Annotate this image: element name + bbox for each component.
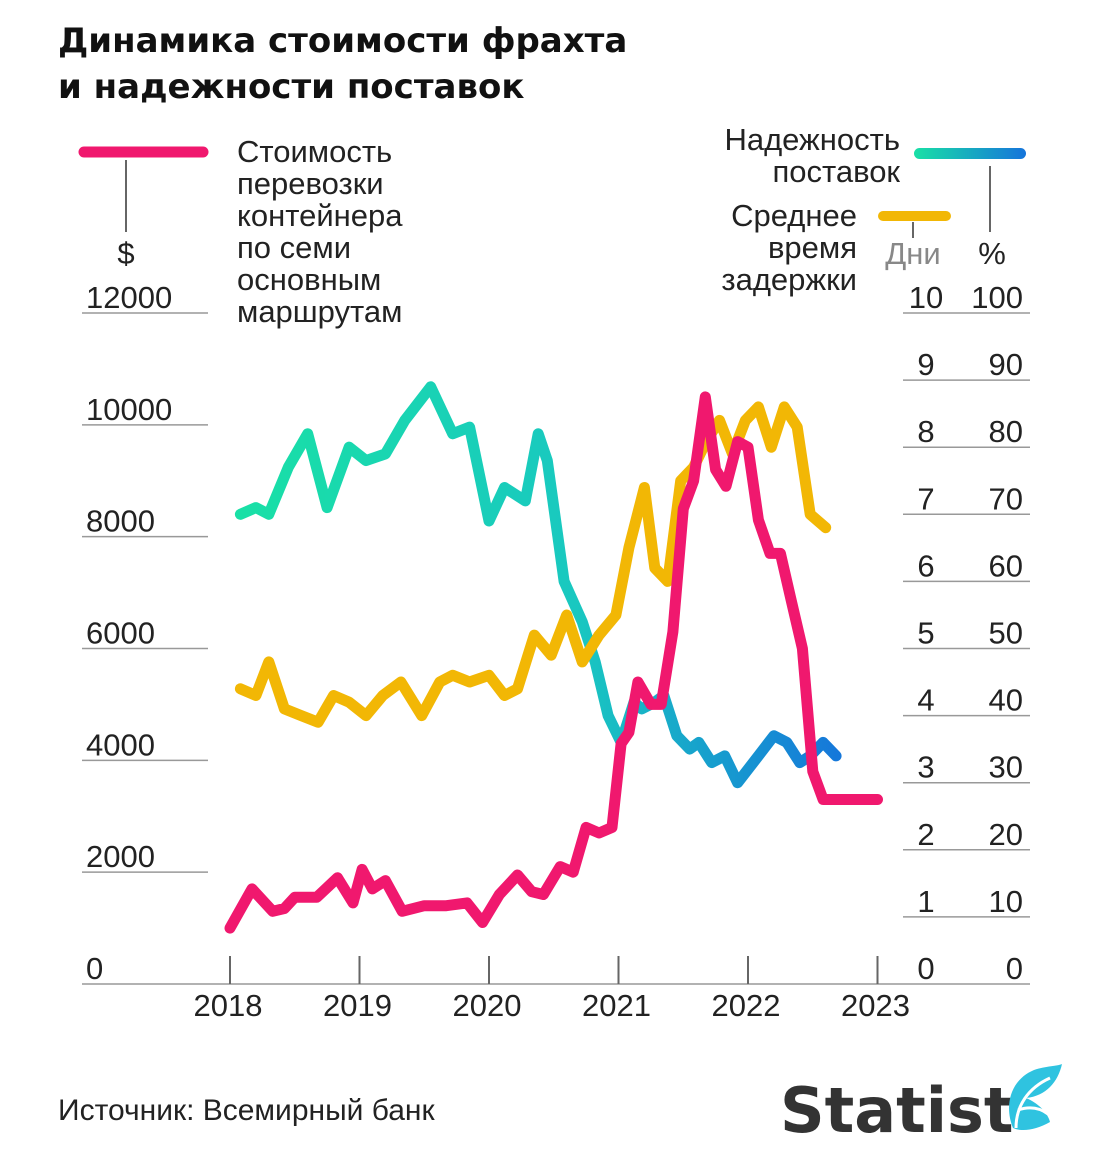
right-axis-percent-tick-label: 80 (989, 414, 1023, 449)
right-axis-days-tick-label: 4 (917, 683, 934, 718)
left-axis-tick-label: 12000 (86, 280, 172, 315)
left-axis-grid: 0 2000 4000 6000 8000 10000 12000 (82, 280, 208, 986)
legend-reliability-line-2: поставок (772, 154, 900, 189)
right-axis-unit-percent: % (978, 236, 1006, 271)
source-note: Источник: Всемирный банк (58, 1094, 435, 1127)
x-tick-label: 2023 (841, 988, 910, 1023)
right-axis-days-tick-label: 9 (917, 347, 934, 382)
right-axis-percent-tick-label: 60 (989, 548, 1023, 583)
right-axis-percent-tick-label: 30 (989, 750, 1023, 785)
series-cost-line (224, 391, 883, 934)
right-axis-days-tick-label: 10 (909, 280, 943, 315)
right-axis-days-tick-label: 2 (917, 817, 934, 852)
right-axis-percent-tick-label: 40 (989, 683, 1023, 718)
right-axis-percent-tick-label: 50 (989, 616, 1023, 651)
right-axis-days-tick-label: 8 (917, 414, 934, 449)
left-axis-tick-label: 6000 (86, 616, 155, 651)
series-layer (224, 381, 883, 934)
left-axis-tick-label: 8000 (86, 504, 155, 539)
right-axis-days-tick-label: 0 (917, 951, 934, 986)
right-axis-days-tick-label: 7 (917, 481, 934, 516)
left-axis-tick-label: 0 (86, 951, 103, 986)
left-axis-unit: $ (117, 236, 134, 271)
right-axis-percent-tick-label: 20 (989, 817, 1023, 852)
legend-cost-line-5: основным (237, 262, 381, 297)
legend-cost-line-3: контейнера (237, 198, 403, 233)
right-axis-days-tick-label: 3 (917, 750, 934, 785)
legend-cost-line-4: по семи (237, 230, 351, 265)
left-axis-tick-label: 4000 (86, 727, 155, 762)
legend-delay: Среднее время задержки Дни (721, 198, 951, 297)
legend-cost-line-6: маршрутам (237, 294, 402, 329)
legend-reliability-swatch (914, 148, 1026, 159)
x-tick-label: 2019 (323, 988, 392, 1023)
right-axis-percent-tick-label: 10 (989, 884, 1023, 919)
legend-delay-line-3: задержки (721, 262, 857, 297)
right-axis-grid: 0 0 1 10 2 20 3 30 4 40 5 50 6 60 7 70 8 80 9 90 10 100 (903, 280, 1030, 986)
right-axis-days-tick-label: 6 (917, 548, 934, 583)
chart-title-line-1: Динамика стоимости фрахта (58, 21, 627, 61)
legend-reliability: Надежность поставок % (724, 122, 1026, 271)
right-axis-percent-tick-label: 0 (1006, 951, 1023, 986)
right-axis-days-tick-label: 5 (917, 616, 934, 651)
logo-text: Statist (780, 1074, 1014, 1147)
right-axis-days-tick-label: 1 (917, 884, 934, 919)
x-axis-ticks: 2018 2019 2020 2021 2022 2023 (194, 956, 910, 1023)
x-tick-label: 2020 (453, 988, 522, 1023)
legend-delay-line-1: Среднее (731, 198, 857, 233)
legend-cost-line-1: Стоимость (237, 134, 392, 169)
statist-leaf-icon (1009, 1064, 1062, 1130)
left-axis-tick-label: 10000 (86, 392, 172, 427)
x-tick-label: 2021 (582, 988, 651, 1023)
x-tick-label: 2018 (194, 988, 263, 1023)
legend-cost: $ Стоимость перевозки контейнера по семи… (78, 134, 403, 329)
right-axis-unit-days: Дни (885, 236, 940, 271)
statist-logo: Statist (780, 1064, 1062, 1147)
legend-delay-line-2: время (768, 230, 857, 265)
legend-reliability-line-1: Надежность (724, 122, 900, 157)
legend-cost-line-2: перевозки (237, 166, 384, 201)
right-axis-percent-tick-label: 90 (989, 347, 1023, 382)
left-axis-tick-label: 2000 (86, 839, 155, 874)
x-tick-label: 2022 (712, 988, 781, 1023)
right-axis-percent-tick-label: 100 (971, 280, 1023, 315)
chart-title-line-2: и надежности поставок (58, 67, 524, 107)
right-axis-percent-tick-label: 70 (989, 481, 1023, 516)
